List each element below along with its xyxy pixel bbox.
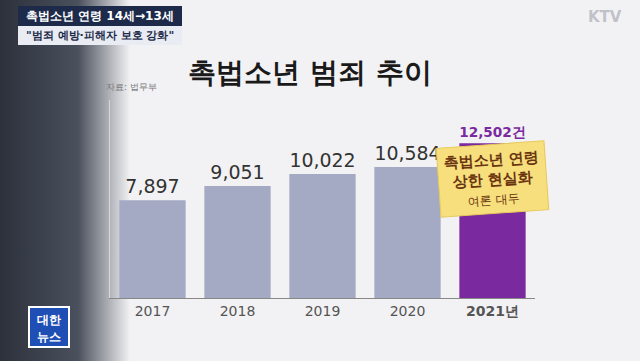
svg-text:2019: 2019 <box>305 303 341 319</box>
svg-text:2017: 2017 <box>135 303 171 319</box>
svg-text:7,897: 7,897 <box>125 175 179 197</box>
html-text:촉법소년 연령 14세→13세: 촉법소년 연령 14세→13세 <box>26 9 174 23</box>
svg-text:10,022: 10,022 <box>289 149 355 171</box>
svg-text:촉법소년 범죄 추이: 촉법소년 범죄 추이 <box>188 56 432 89</box>
svg-text:10,584: 10,584 <box>374 142 440 164</box>
svg-text:9,051: 9,051 <box>210 161 264 183</box>
svg-text:자료: 법무부: 자료: 법무부 <box>106 82 157 92</box>
svg-text:12,502건: 12,502건 <box>459 124 526 140</box>
svg-text:2020: 2020 <box>390 303 426 319</box>
svg-text:촉법소년 연령상한 현실화여론 대두: 촉법소년 연령상한 현실화여론 대두 <box>443 148 542 211</box>
html-text:KTV: KTV <box>588 8 622 26</box>
svg-text:2021년: 2021년 <box>466 303 519 319</box>
html-text:뉴스: 뉴스 <box>37 330 61 344</box>
html-text:대한: 대한 <box>37 313 61 327</box>
svg-text:2018: 2018 <box>220 303 256 319</box>
html-text:"범죄 예방·피해자 보호 강화": "범죄 예방·피해자 보호 강화" <box>26 29 175 42</box>
